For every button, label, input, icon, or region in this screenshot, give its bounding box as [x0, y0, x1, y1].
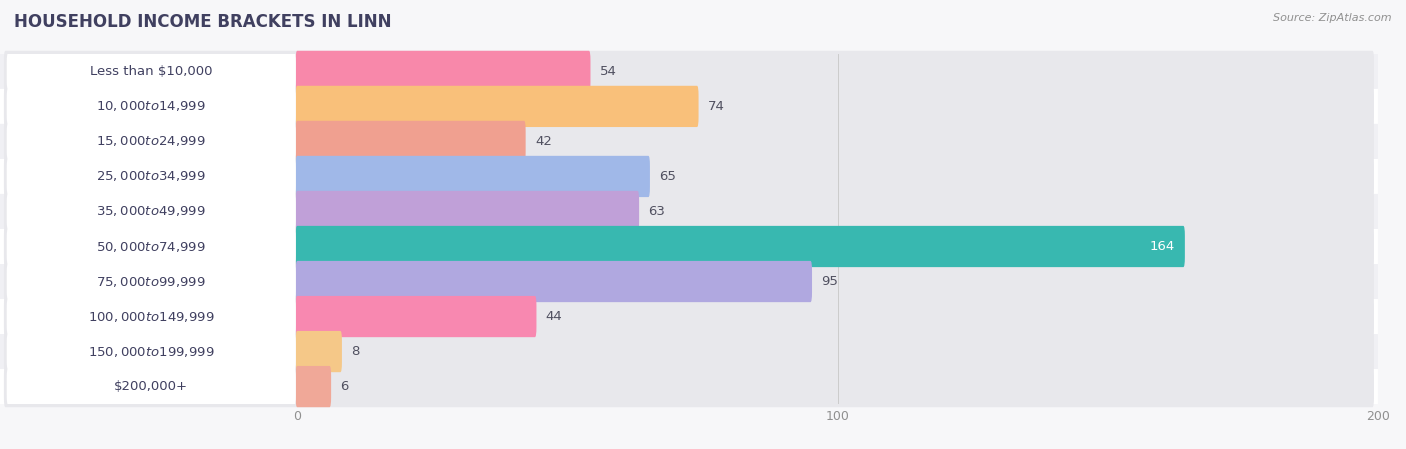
FancyBboxPatch shape: [4, 156, 1374, 197]
Text: $75,000 to $99,999: $75,000 to $99,999: [97, 274, 207, 289]
FancyBboxPatch shape: [295, 86, 699, 127]
FancyBboxPatch shape: [7, 299, 295, 335]
Text: 6: 6: [340, 380, 349, 393]
FancyBboxPatch shape: [0, 264, 1378, 299]
FancyBboxPatch shape: [295, 331, 342, 372]
FancyBboxPatch shape: [295, 156, 650, 197]
FancyBboxPatch shape: [7, 194, 295, 229]
Text: 42: 42: [534, 135, 551, 148]
FancyBboxPatch shape: [0, 124, 1378, 159]
Text: $15,000 to $24,999: $15,000 to $24,999: [97, 134, 207, 149]
Text: $10,000 to $14,999: $10,000 to $14,999: [97, 99, 207, 114]
FancyBboxPatch shape: [0, 334, 1378, 369]
Text: 54: 54: [600, 65, 617, 78]
Text: 44: 44: [546, 310, 562, 323]
Text: 95: 95: [821, 275, 838, 288]
FancyBboxPatch shape: [0, 369, 1378, 404]
FancyBboxPatch shape: [0, 159, 1378, 194]
FancyBboxPatch shape: [295, 226, 1185, 267]
Text: $50,000 to $74,999: $50,000 to $74,999: [97, 239, 207, 254]
FancyBboxPatch shape: [0, 299, 1378, 334]
FancyBboxPatch shape: [4, 226, 1374, 267]
FancyBboxPatch shape: [7, 88, 295, 124]
FancyBboxPatch shape: [4, 366, 1374, 407]
Text: $35,000 to $49,999: $35,000 to $49,999: [97, 204, 207, 219]
Text: HOUSEHOLD INCOME BRACKETS IN LINN: HOUSEHOLD INCOME BRACKETS IN LINN: [14, 13, 391, 31]
FancyBboxPatch shape: [0, 194, 1378, 229]
FancyBboxPatch shape: [7, 334, 295, 370]
Text: $100,000 to $149,999: $100,000 to $149,999: [89, 309, 215, 324]
FancyBboxPatch shape: [7, 229, 295, 264]
FancyBboxPatch shape: [0, 89, 1378, 124]
FancyBboxPatch shape: [4, 296, 1374, 337]
Text: Less than $10,000: Less than $10,000: [90, 65, 212, 78]
FancyBboxPatch shape: [295, 296, 537, 337]
Text: $25,000 to $34,999: $25,000 to $34,999: [97, 169, 207, 184]
FancyBboxPatch shape: [7, 158, 295, 194]
Text: Source: ZipAtlas.com: Source: ZipAtlas.com: [1274, 13, 1392, 23]
FancyBboxPatch shape: [295, 261, 813, 302]
Text: $150,000 to $199,999: $150,000 to $199,999: [89, 344, 215, 359]
FancyBboxPatch shape: [295, 191, 640, 232]
FancyBboxPatch shape: [7, 53, 295, 89]
FancyBboxPatch shape: [4, 51, 1374, 92]
FancyBboxPatch shape: [4, 191, 1374, 232]
Text: 8: 8: [352, 345, 360, 358]
FancyBboxPatch shape: [295, 121, 526, 162]
Text: 164: 164: [1150, 240, 1175, 253]
FancyBboxPatch shape: [295, 51, 591, 92]
Text: 63: 63: [648, 205, 665, 218]
FancyBboxPatch shape: [7, 264, 295, 299]
FancyBboxPatch shape: [7, 123, 295, 159]
FancyBboxPatch shape: [4, 331, 1374, 372]
FancyBboxPatch shape: [4, 261, 1374, 302]
Text: 65: 65: [659, 170, 676, 183]
Text: $200,000+: $200,000+: [114, 380, 188, 393]
FancyBboxPatch shape: [295, 366, 332, 407]
Text: 74: 74: [707, 100, 724, 113]
FancyBboxPatch shape: [4, 86, 1374, 127]
FancyBboxPatch shape: [0, 54, 1378, 89]
FancyBboxPatch shape: [0, 229, 1378, 264]
FancyBboxPatch shape: [4, 121, 1374, 162]
FancyBboxPatch shape: [7, 369, 295, 405]
